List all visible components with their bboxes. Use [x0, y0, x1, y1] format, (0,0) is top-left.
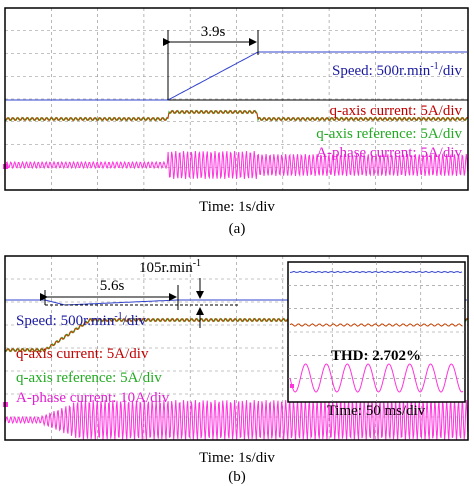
- trace: [4, 109, 469, 122]
- inset-time-scale: Time: 50 ms/div: [327, 403, 426, 419]
- thd-label: THD: 2.702%: [331, 348, 421, 364]
- speed-drop: 105r.min-1: [139, 258, 201, 276]
- trace: [4, 150, 469, 180]
- channel-marker: [290, 384, 294, 388]
- q-reference-label: q-axis reference: 5A/div: [16, 370, 162, 386]
- trace: [4, 109, 469, 122]
- time-scale: Time: 1s/div: [199, 450, 275, 466]
- q-current-label: q-axis current: 5A/div: [16, 346, 149, 362]
- a-phase-label: A-phase current: 10A/div: [16, 390, 170, 406]
- caption: (b): [228, 469, 246, 485]
- trace: [4, 399, 469, 441]
- a-phase-label: A-phase current: 5A/div: [316, 145, 462, 161]
- time-scale: Time: 1s/div: [199, 199, 275, 215]
- q-reference-label: q-axis reference: 5A/div: [316, 126, 462, 142]
- trace: [289, 363, 464, 393]
- inset-traces: [288, 262, 465, 402]
- time-span: 5.6s: [100, 278, 125, 294]
- q-current-label: q-axis current: 5A/div: [330, 103, 463, 119]
- caption: (a): [229, 221, 246, 237]
- scope-frame-b: [4, 255, 469, 441]
- trace: [5, 51, 467, 101]
- trace: [289, 323, 463, 327]
- scope-frame-a: [4, 7, 469, 191]
- speed-label: Speed: 500r.min-1/div: [332, 61, 463, 79]
- speed-label: Speed: 500r.min-1/div: [16, 311, 147, 329]
- trace: [289, 270, 463, 274]
- time-span: 3.9s: [201, 24, 226, 40]
